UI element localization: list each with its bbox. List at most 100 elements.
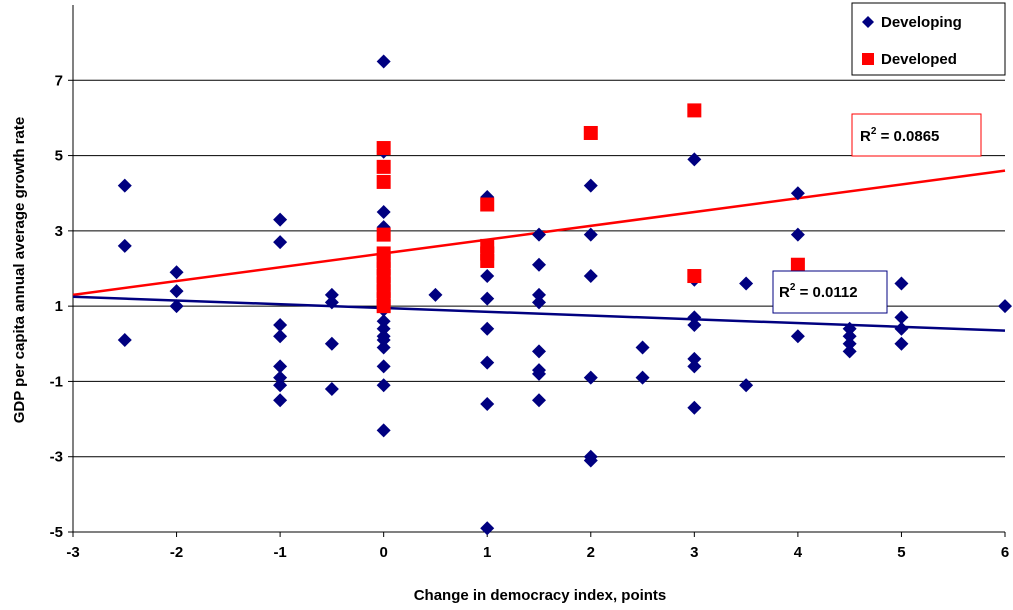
point-developing	[376, 54, 391, 69]
point-developing	[376, 340, 391, 355]
point-developing	[324, 336, 339, 351]
y-tick-label: 3	[55, 223, 63, 240]
y-tick-labels: -5 -3 -1 1 3 5 7	[50, 72, 63, 541]
point-developing	[480, 321, 495, 336]
point-developing	[842, 344, 857, 359]
point-developing	[894, 336, 909, 351]
x-tick-label: 6	[1001, 544, 1009, 561]
point-developing	[583, 370, 598, 385]
r2-developing-rest: = 0.0112	[795, 284, 857, 301]
point-developing	[480, 397, 495, 412]
point-developing	[480, 291, 495, 306]
y-tick-label: 7	[55, 72, 63, 89]
point-developing	[273, 393, 288, 408]
point-developing	[532, 366, 546, 381]
point-developing	[273, 212, 288, 227]
point-developed	[480, 197, 495, 212]
point-developing	[894, 321, 909, 336]
point-developing	[739, 276, 754, 291]
y-tick-label: 5	[55, 148, 63, 165]
point-developed	[376, 227, 391, 242]
point-developing	[739, 378, 754, 393]
point-developing	[376, 359, 391, 374]
point-developing	[583, 269, 598, 284]
point-developed	[790, 257, 805, 272]
point-developing	[532, 295, 546, 310]
point-developed	[376, 299, 391, 314]
point-developing	[324, 295, 339, 310]
point-developing	[842, 321, 857, 336]
svg-text:R2 = 0.0112: R2 = 0.0112	[779, 282, 858, 301]
point-developing	[376, 321, 391, 336]
r2-developing-sup: 2	[790, 282, 796, 293]
x-tick-label: 0	[379, 544, 387, 561]
point-developing	[273, 378, 288, 393]
point-developing	[324, 287, 339, 302]
point-developed	[376, 141, 391, 156]
point-developing	[998, 299, 1012, 314]
r2-developed-prefix: R	[860, 128, 871, 145]
r2-developing-prefix: R	[779, 284, 790, 301]
y-tick-label: -3	[50, 449, 63, 466]
point-developed	[376, 159, 391, 174]
point-developing	[480, 269, 495, 284]
point-developing	[532, 344, 546, 359]
point-developing	[790, 186, 805, 201]
legend-developing-marker	[862, 16, 874, 28]
legend: Developing Developed	[851, 2, 1006, 76]
y-tick-label: -5	[50, 524, 63, 541]
point-developed	[480, 253, 495, 268]
point-developing	[687, 400, 702, 415]
point-developing	[376, 333, 391, 348]
point-developing	[583, 227, 598, 242]
x-axis-title: Change in democracy index, points	[414, 587, 667, 604]
y-axis-title: GDP per capita annual average growth rat…	[11, 117, 28, 424]
point-developing	[635, 340, 650, 355]
point-developed	[583, 125, 598, 140]
point-developing	[169, 284, 184, 299]
x-tick-label: 4	[794, 544, 803, 561]
point-developing	[376, 423, 391, 438]
point-developed	[687, 103, 702, 118]
point-developing	[324, 381, 339, 396]
y-tick-label: -1	[50, 373, 63, 390]
r2-developed-rest: = 0.0865	[876, 128, 939, 145]
point-developing	[376, 205, 391, 220]
point-developed	[687, 269, 702, 284]
point-developing	[376, 314, 391, 329]
point-developing	[273, 329, 288, 344]
r2-label-developing: R2 = 0.0112	[772, 270, 888, 314]
point-developing	[583, 178, 598, 193]
x-tick-label: 1	[483, 544, 491, 561]
legend-developing-label: Developing	[881, 14, 962, 31]
point-developing	[583, 453, 598, 468]
point-developing	[790, 227, 805, 242]
point-developing	[894, 310, 909, 325]
point-developing	[687, 317, 702, 332]
point-developing	[273, 235, 288, 250]
point-developing	[894, 276, 909, 291]
point-developing	[687, 152, 702, 167]
legend-developed-label: Developed	[881, 51, 957, 68]
x-tick-label: 2	[587, 544, 595, 561]
point-developing	[169, 265, 184, 280]
x-tick-label: -1	[273, 544, 286, 561]
point-developing	[687, 359, 702, 374]
point-developing	[117, 178, 132, 193]
point-developing	[532, 393, 546, 408]
point-developing	[842, 329, 857, 344]
x-tick-label: 5	[897, 544, 905, 561]
x-tick-labels: -3 -2 -1 0 1 2 3 4 5 6	[66, 544, 1009, 561]
point-developing	[687, 351, 702, 366]
point-developing	[532, 227, 546, 242]
r2-developed-sup: 2	[871, 126, 877, 137]
x-tick-label: -3	[66, 544, 79, 561]
point-developing	[273, 317, 288, 332]
point-developing	[117, 238, 132, 253]
y-tick-label: 1	[55, 298, 63, 315]
point-developing	[273, 370, 288, 385]
point-developing	[532, 257, 546, 272]
point-developing	[480, 521, 495, 536]
x-tick-label: 3	[690, 544, 698, 561]
